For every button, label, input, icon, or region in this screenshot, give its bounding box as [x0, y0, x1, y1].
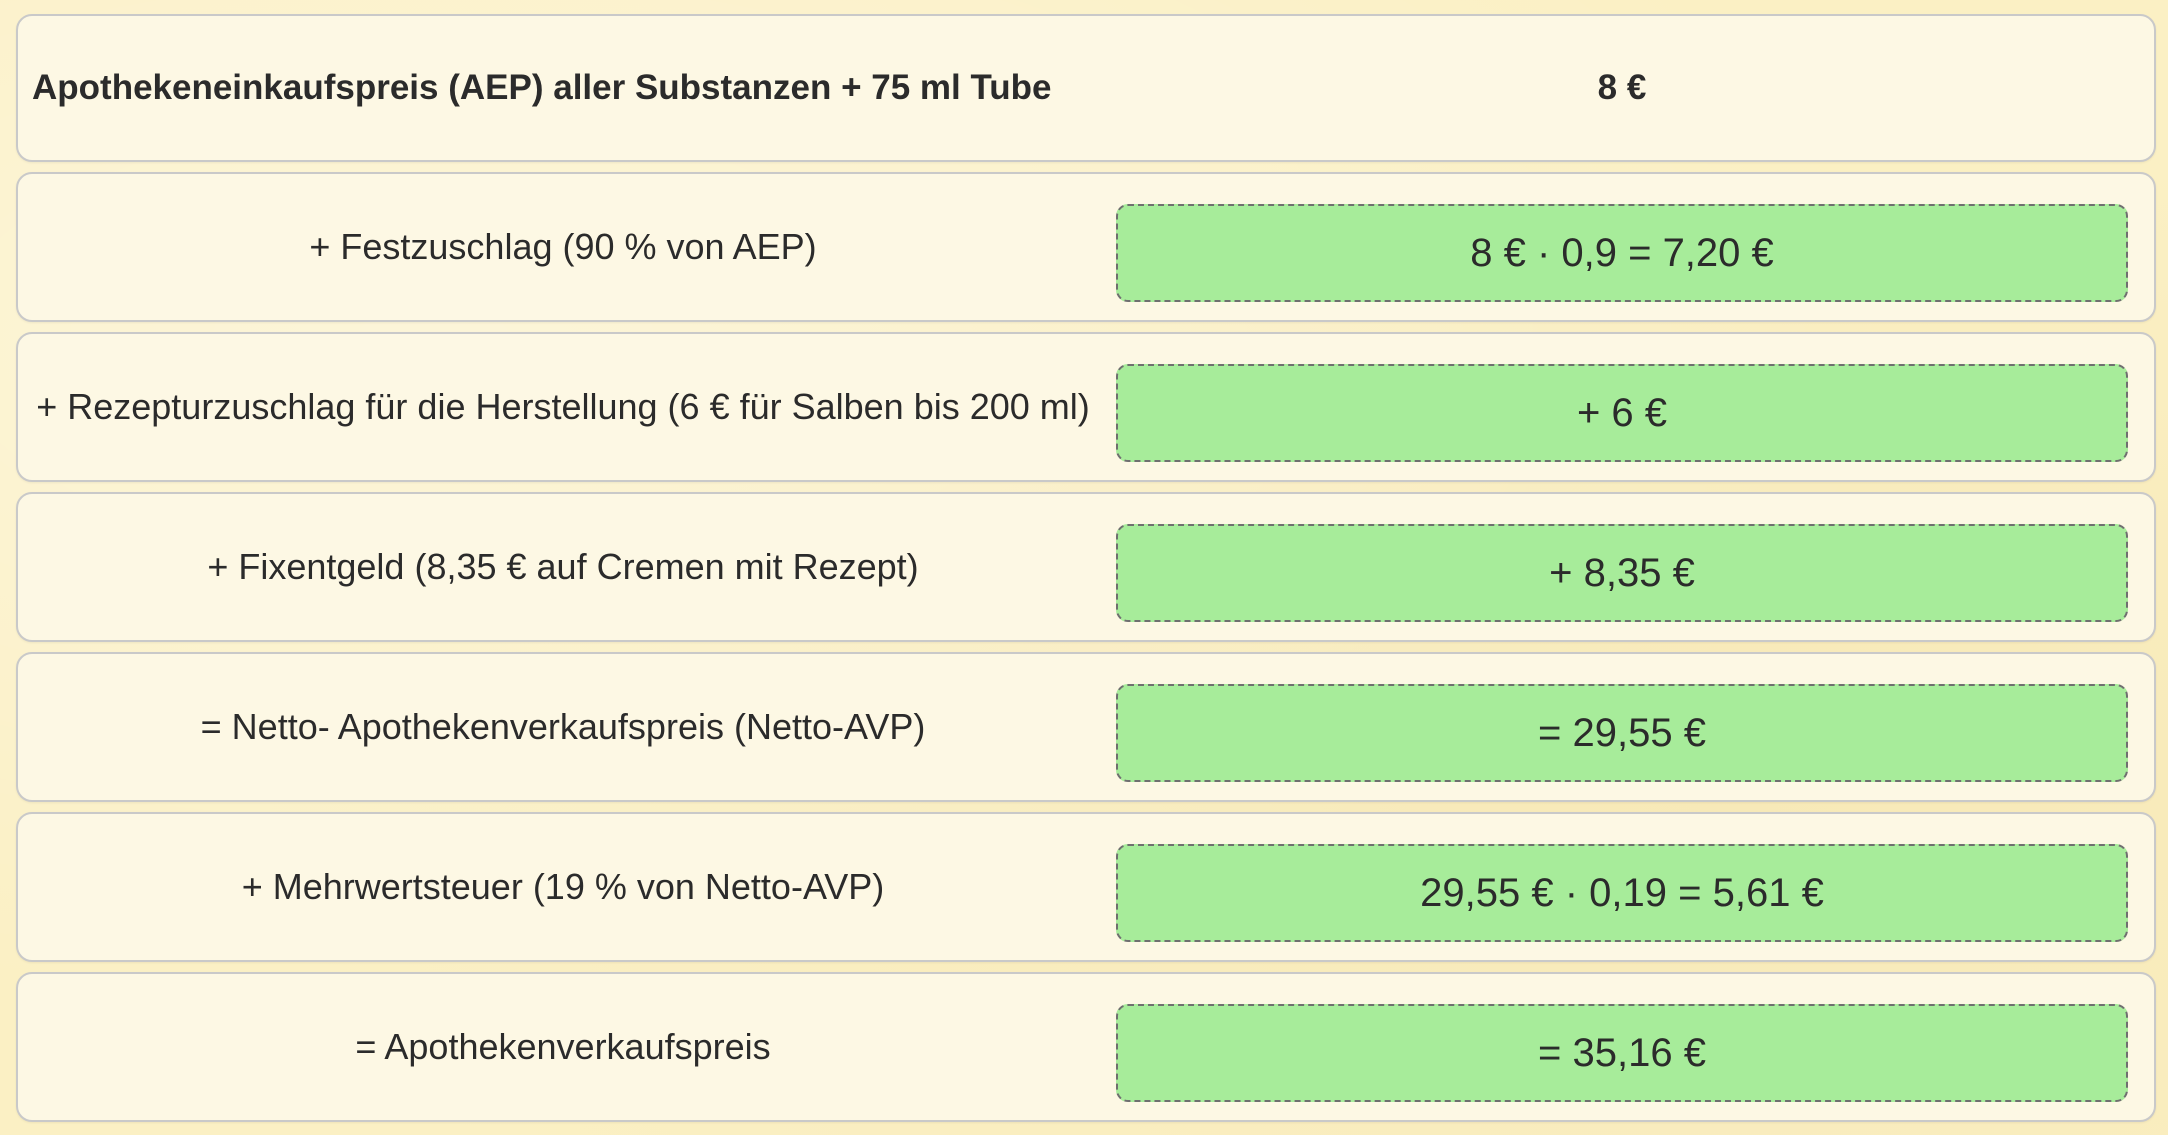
row-label: Apothekeneinkaufspreis (AEP) aller Subst…: [32, 68, 1052, 107]
row-fixentgeld: + Fixentgeld (8,35 € auf Cremen mit Reze…: [16, 492, 2156, 642]
price-calculation-table: Apothekeneinkaufspreis (AEP) aller Subst…: [16, 14, 2156, 1132]
row-label: + Fixentgeld (8,35 € auf Cremen mit Reze…: [207, 546, 919, 587]
row-aep: Apothekeneinkaufspreis (AEP) aller Subst…: [16, 14, 2156, 162]
row-festzuschlag: + Festzuschlag (90 % von AEP) 8 € · 0,9 …: [16, 172, 2156, 322]
row-apothekenverkaufspreis: = Apothekenverkaufspreis = 35,16 €: [16, 972, 2156, 1122]
answer-field[interactable]: = 29,55 €: [1116, 684, 2128, 782]
row-label: + Mehrwertsteuer (19 % von Netto-AVP): [241, 866, 885, 907]
row-label: = Apothekenverkaufspreis: [355, 1026, 771, 1067]
answer-field[interactable]: = 35,16 €: [1116, 1004, 2128, 1102]
answer-field[interactable]: 29,55 € · 0,19 = 5,61 €: [1116, 844, 2128, 942]
row-label: + Festzuschlag (90 % von AEP): [309, 226, 817, 267]
row-label: + Rezepturzuschlag für die Herstellung (…: [36, 386, 1090, 427]
row-mehrwertsteuer: + Mehrwertsteuer (19 % von Netto-AVP) 29…: [16, 812, 2156, 962]
row-netto-avp: = Netto- Apothekenverkaufspreis (Netto-A…: [16, 652, 2156, 802]
answer-field[interactable]: 8 € · 0,9 = 7,20 €: [1116, 204, 2128, 302]
row-rezepturzuschlag: + Rezepturzuschlag für die Herstellung (…: [16, 332, 2156, 482]
answer-field[interactable]: + 8,35 €: [1116, 524, 2128, 622]
row-label: = Netto- Apothekenverkaufspreis (Netto-A…: [200, 706, 926, 747]
row-value: 8 €: [1597, 68, 1647, 107]
answer-field[interactable]: + 6 €: [1116, 364, 2128, 462]
